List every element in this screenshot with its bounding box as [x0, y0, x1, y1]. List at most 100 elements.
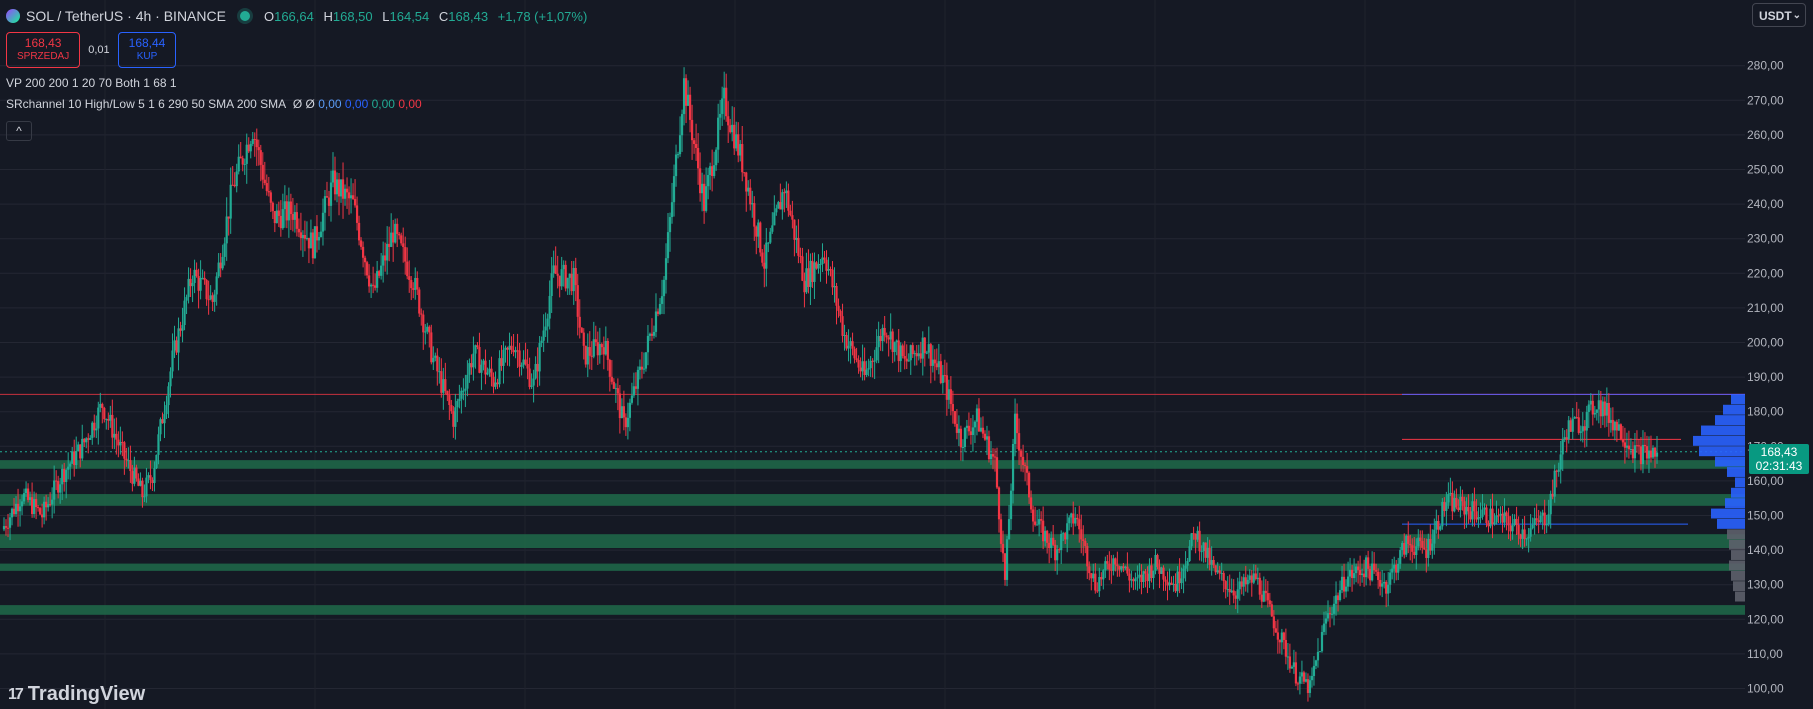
candle-body	[185, 297, 188, 301]
candle-body	[831, 269, 834, 288]
candle-body	[109, 414, 112, 421]
candle-body	[1485, 507, 1488, 523]
grid-lines	[0, 65, 1745, 689]
candle-body	[361, 246, 365, 258]
candle-body	[909, 345, 912, 361]
candle-body	[524, 359, 527, 364]
candle-body	[259, 150, 262, 165]
candle-body	[191, 282, 194, 287]
candle-body	[1577, 417, 1580, 433]
indicator-vp[interactable]: VP 200 200 1 20 70 Both 1 68 1	[6, 76, 177, 90]
candle-body	[723, 87, 726, 99]
candle-body	[1318, 651, 1322, 653]
currency-selector[interactable]: USDT ⌄	[1752, 3, 1806, 27]
candle-body	[355, 205, 359, 223]
symbol-title[interactable]: SOL / TetherUS · 4h · BINANCE	[26, 8, 226, 24]
candle-body	[205, 280, 208, 300]
candle-body	[319, 231, 323, 238]
candle-body	[1032, 509, 1035, 522]
candle-body	[616, 388, 619, 394]
price-tick-label: 160,00	[1747, 474, 1784, 488]
candle-body	[1531, 524, 1534, 529]
buy-button[interactable]: 168,44 KUP	[117, 32, 177, 68]
candle-body	[875, 347, 878, 361]
candle-body	[1178, 571, 1181, 584]
price-tick-label: 270,00	[1747, 93, 1784, 107]
candle-body	[1377, 571, 1380, 580]
candle-body	[73, 451, 76, 466]
candle-body	[1595, 409, 1598, 413]
candle-body	[1417, 537, 1420, 547]
candle-body	[1473, 501, 1476, 512]
candle-body	[658, 303, 662, 314]
candle-body	[1611, 419, 1614, 431]
candle-body	[167, 386, 170, 406]
collapse-legend-button[interactable]: ^	[6, 121, 32, 141]
sell-button[interactable]: 168,43 SPRZEDAJ	[6, 32, 81, 68]
candle-body	[993, 456, 997, 458]
candle-body	[1328, 613, 1332, 615]
candle-body	[989, 454, 993, 460]
candle-body	[359, 240, 363, 247]
candle-body	[253, 139, 256, 141]
vp-bar-down	[1733, 581, 1745, 592]
candle-body	[979, 427, 983, 432]
candle-body	[247, 144, 250, 152]
candle-body	[297, 228, 300, 233]
candle-body	[1132, 579, 1135, 582]
candle-body	[1457, 507, 1460, 511]
candle-body	[376, 271, 379, 288]
candle-body	[492, 376, 495, 387]
vp-bar-up	[1731, 487, 1745, 498]
candle-body	[1238, 581, 1241, 590]
price-tick-label: 230,00	[1747, 232, 1784, 246]
candle-body	[646, 335, 650, 353]
candle-body	[863, 361, 866, 376]
candle-body	[1220, 573, 1223, 575]
candle-body	[265, 183, 268, 192]
candle-body	[735, 134, 738, 149]
candle-body	[570, 273, 573, 292]
candle-body	[520, 365, 523, 367]
candle-body	[1387, 584, 1390, 594]
candle-body	[1435, 520, 1438, 530]
candle-body	[721, 98, 724, 114]
candle-body	[1017, 433, 1021, 451]
candle-body	[1419, 537, 1422, 541]
candle-body	[1575, 417, 1578, 419]
candle-body	[53, 480, 56, 500]
candle-body	[705, 186, 708, 211]
candle-body	[16, 503, 20, 512]
candle-body	[1373, 563, 1376, 571]
candle-body	[1036, 524, 1039, 526]
tradingview-logo[interactable]: 17 TradingView	[8, 683, 145, 706]
candle-body	[901, 345, 904, 357]
candle-body	[1405, 535, 1408, 555]
candle-body	[526, 363, 529, 369]
candle-body	[1062, 533, 1065, 535]
candle-body	[981, 427, 985, 434]
candle-body	[606, 340, 609, 360]
candle-body	[183, 300, 186, 326]
candle-body	[490, 368, 493, 377]
candle-body	[1228, 589, 1231, 593]
candle-body	[26, 488, 30, 500]
candle-body	[207, 299, 210, 301]
candle-body	[620, 406, 623, 419]
candle-body	[382, 255, 385, 266]
candle-body	[522, 359, 525, 366]
indicator-srchannel[interactable]: SRchannel 10 High/Low 5 1 6 290 50 SMA 2…	[6, 97, 422, 111]
candle-body	[550, 273, 553, 297]
candle-body	[741, 144, 744, 173]
candle-body	[969, 431, 973, 436]
candle-body	[1038, 519, 1041, 525]
candle-body	[67, 466, 70, 470]
candle-body	[1545, 524, 1548, 526]
candle-body	[1447, 494, 1450, 503]
candle-body	[337, 179, 341, 197]
candle-body	[1583, 426, 1586, 431]
candle-body	[1044, 530, 1047, 542]
candle-body	[87, 438, 90, 440]
candle-body	[855, 358, 858, 360]
